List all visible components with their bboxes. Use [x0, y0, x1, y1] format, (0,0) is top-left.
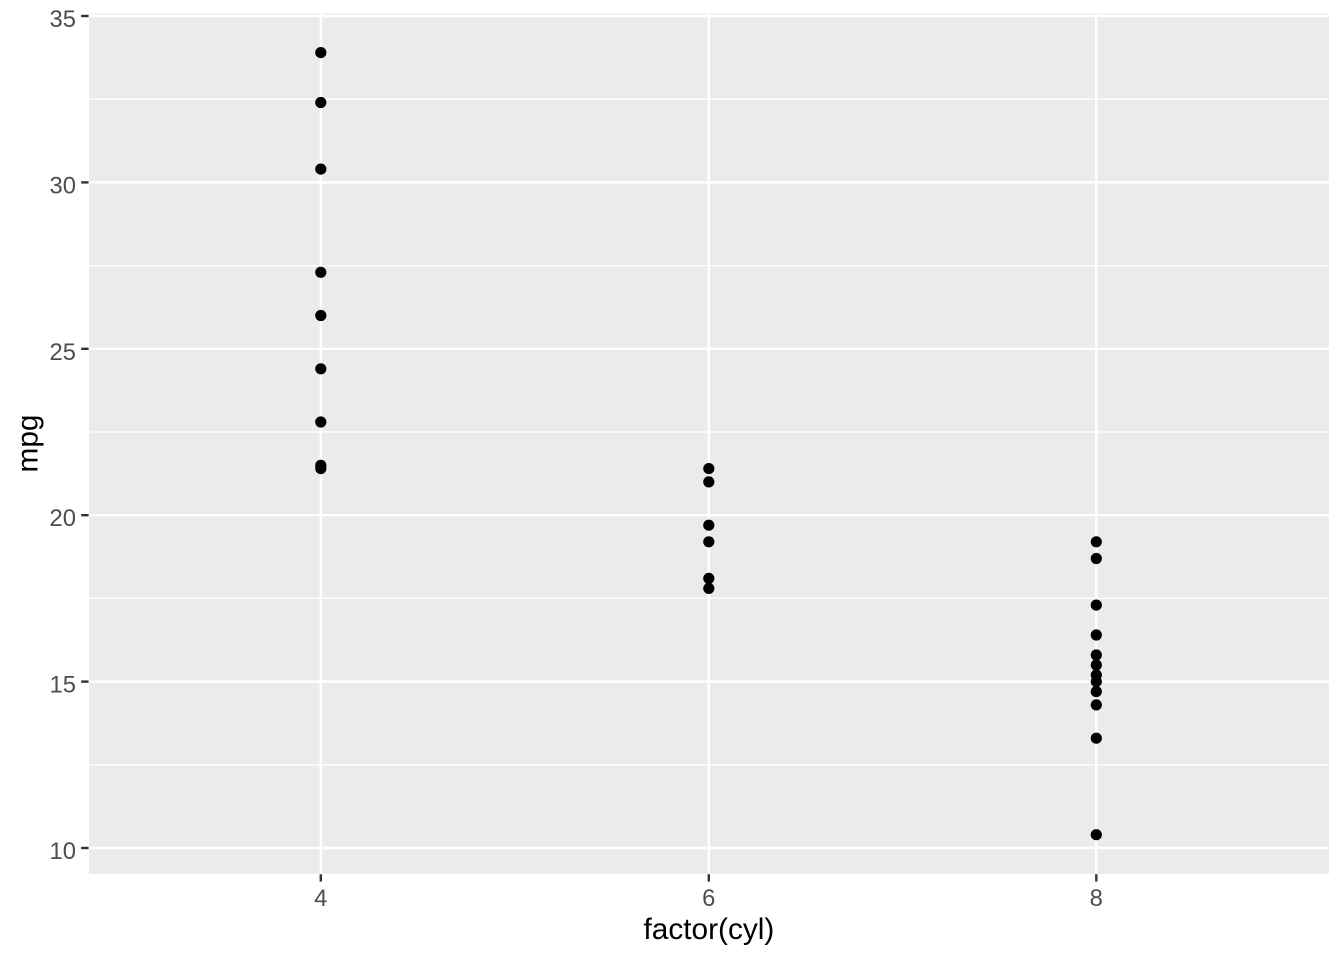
- svg-text:4: 4: [314, 885, 327, 912]
- svg-text:factor(cyl): factor(cyl): [644, 913, 775, 946]
- svg-text:20: 20: [50, 505, 76, 532]
- svg-text:10: 10: [50, 838, 76, 865]
- svg-text:35: 35: [50, 6, 76, 33]
- svg-text:25: 25: [50, 339, 76, 366]
- svg-text:8: 8: [1090, 885, 1103, 912]
- svg-text:30: 30: [50, 172, 76, 199]
- svg-text:mpg: mpg: [12, 415, 45, 473]
- svg-text:6: 6: [702, 885, 715, 912]
- svg-text:15: 15: [50, 672, 76, 699]
